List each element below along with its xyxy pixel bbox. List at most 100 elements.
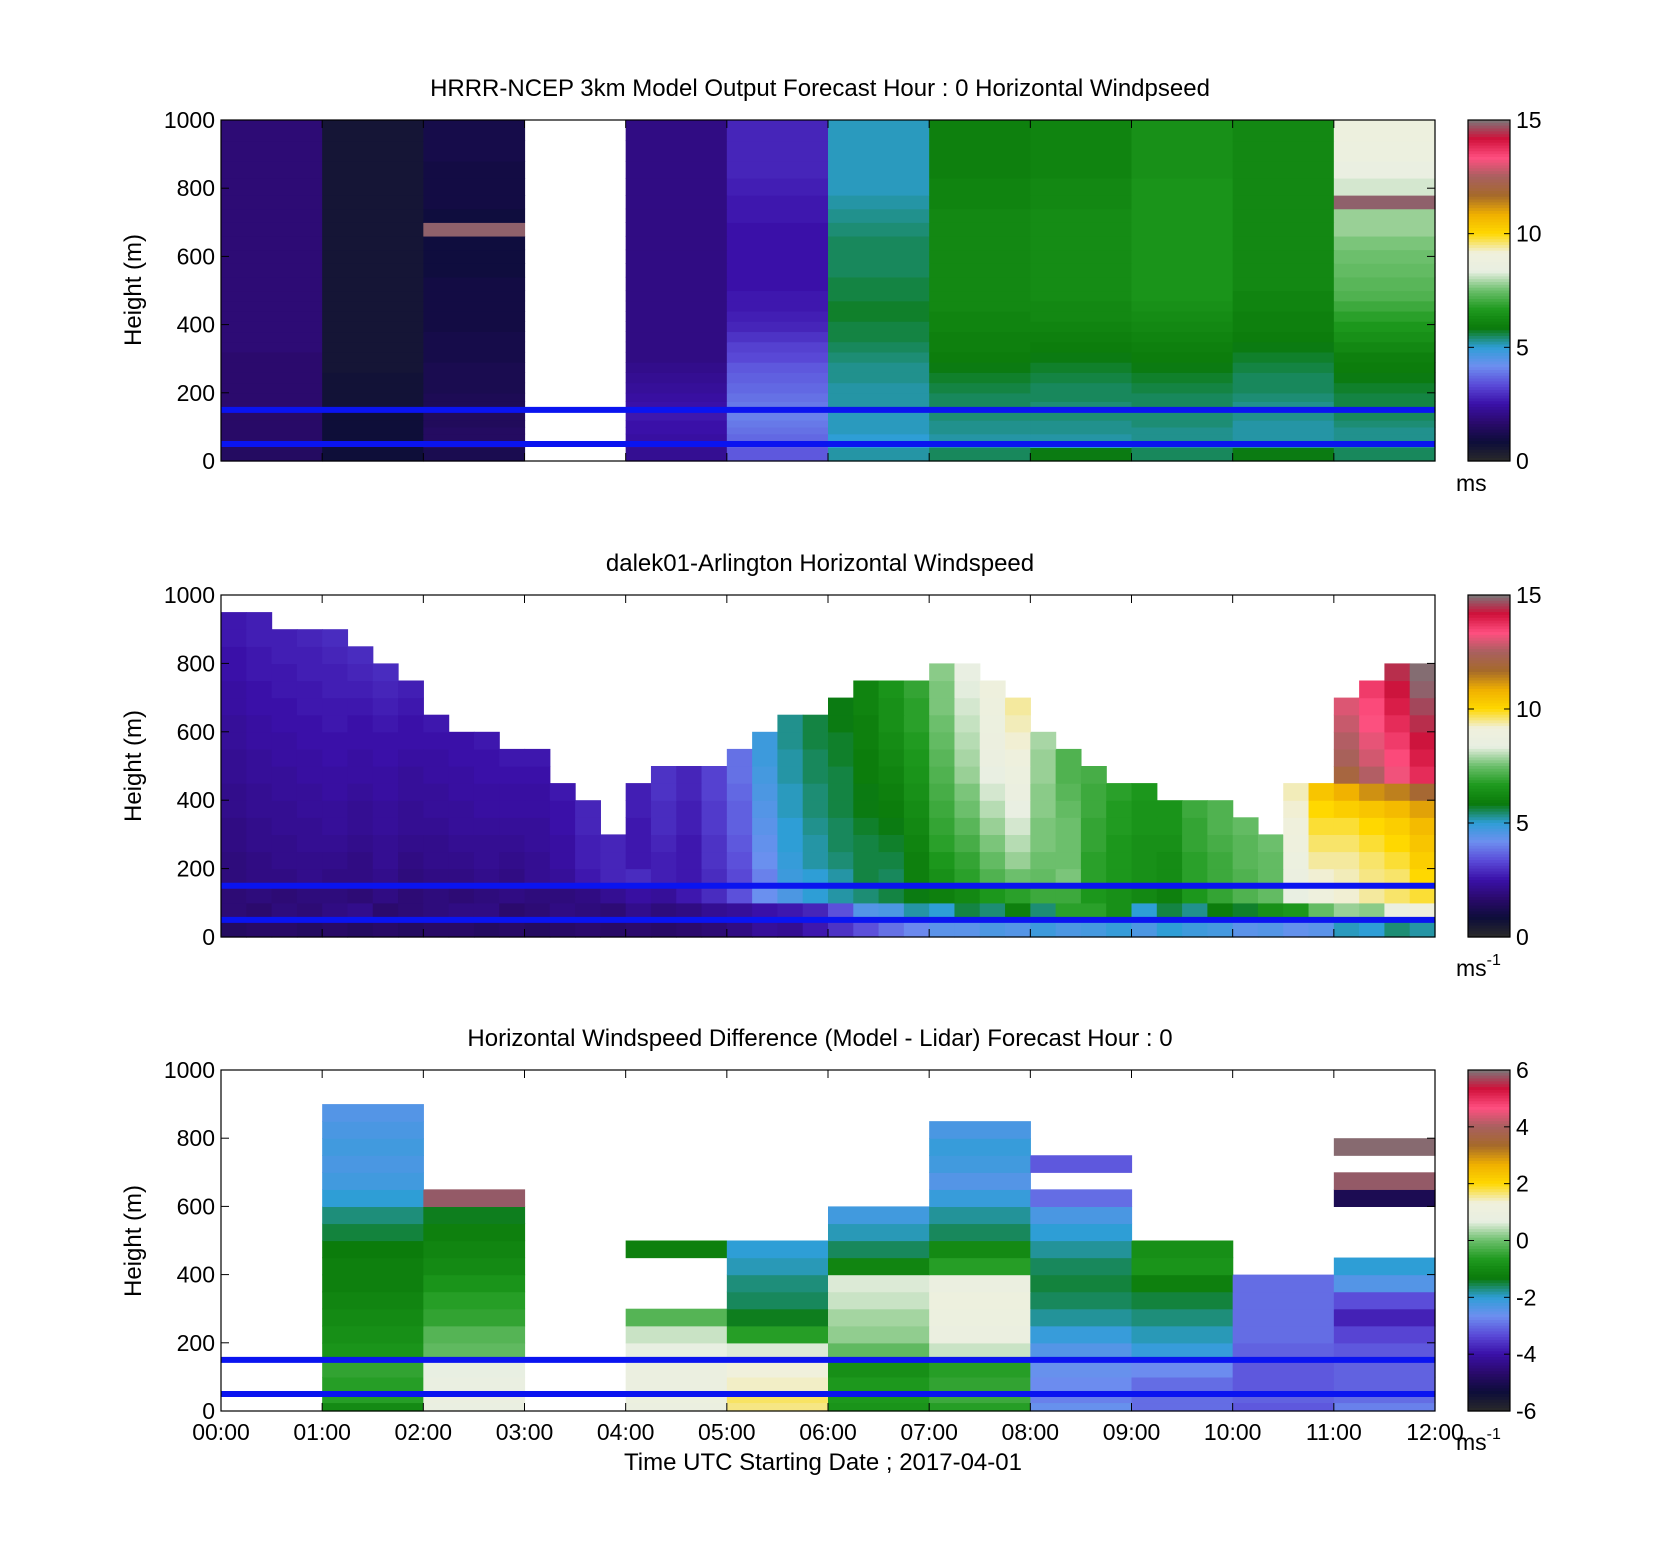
heatmap-cell — [650, 851, 677, 870]
colorbar-segment — [1468, 321, 1510, 326]
heatmap-cell — [903, 902, 930, 921]
colorbar-segment — [1468, 287, 1510, 292]
colorbar-segment — [1468, 1376, 1510, 1381]
heatmap-cell — [296, 663, 323, 682]
heatmap-cell — [1333, 766, 1360, 784]
heatmap-cell — [929, 748, 956, 767]
heatmap-cell — [929, 714, 956, 733]
colorbar-segment — [1468, 355, 1510, 360]
colorbar-segment — [1468, 276, 1510, 280]
heatmap-cell — [423, 351, 526, 363]
heatmap-cell — [1030, 276, 1133, 292]
heatmap-cell — [473, 783, 500, 801]
colorbar-segment — [1468, 709, 1510, 713]
heatmap-cell — [549, 868, 576, 887]
colorbar-segment — [1468, 162, 1510, 167]
heatmap-cell — [1283, 817, 1310, 835]
heatmap-cell — [398, 680, 424, 699]
heatmap-cell — [726, 222, 829, 237]
heatmap-cell — [954, 868, 981, 887]
heatmap-cell — [979, 680, 1006, 699]
heatmap-cell — [423, 409, 526, 421]
colorbar-segment — [1468, 1237, 1510, 1242]
heatmap-cell — [221, 420, 323, 428]
heatmap-cell — [1232, 362, 1335, 373]
heatmap-cell — [473, 748, 500, 767]
heatmap-cell — [221, 409, 323, 421]
heatmap-cell — [929, 1172, 1031, 1190]
heatmap-cell — [625, 834, 652, 853]
heatmap-cell — [271, 748, 298, 767]
heatmap-cell — [878, 766, 905, 784]
heatmap-cell — [322, 885, 349, 904]
heatmap-cell — [221, 401, 323, 411]
heatmap-cell — [1030, 1325, 1133, 1344]
heatmap-cell — [448, 885, 475, 904]
colorbar-segment — [1468, 803, 1510, 807]
heatmap-cell — [423, 433, 526, 442]
heatmap-cell — [802, 766, 829, 784]
heatmap-cell — [1055, 766, 1082, 784]
heatmap-cell — [1005, 851, 1031, 870]
heatmap-cell — [903, 731, 930, 750]
colorbar-segment — [1468, 316, 1510, 320]
heatmap-cell — [878, 885, 905, 904]
y-tick-label: 600 — [177, 719, 215, 745]
heatmap-cell — [1005, 697, 1031, 716]
colorbar-segment — [1468, 208, 1510, 212]
heatmap-cell — [1359, 800, 1386, 818]
colorbar-segment — [1468, 1362, 1510, 1367]
heatmap-cell — [726, 447, 829, 462]
heatmap-cell — [1131, 341, 1234, 353]
heatmap-cell — [929, 1291, 1031, 1310]
heatmap-cell — [1359, 714, 1386, 733]
colorbar-segment — [1468, 1214, 1510, 1219]
heatmap-cell — [929, 235, 1031, 251]
colorbar-segment — [1468, 449, 1510, 454]
heatmap-cell — [878, 697, 905, 716]
heatmap-cell — [828, 409, 930, 421]
heatmap-cell — [828, 731, 854, 750]
heatmap-cell — [423, 420, 526, 428]
heatmap-cell — [1333, 834, 1360, 853]
heatmap-cell — [1005, 731, 1031, 750]
heatmap-cell — [929, 1206, 1031, 1225]
colorbar-segment — [1468, 230, 1510, 235]
heatmap-cell — [828, 208, 930, 223]
heatmap-cell — [625, 409, 728, 421]
heatmap-cell — [1232, 885, 1259, 904]
heatmap-cell — [1232, 235, 1335, 251]
heatmap-cell — [903, 851, 930, 870]
heatmap-cell — [878, 714, 905, 733]
heatmap-cell — [347, 919, 374, 938]
colorbar-segment — [1468, 1388, 1510, 1392]
heatmap-cell — [347, 902, 374, 921]
heatmap-cell — [929, 222, 1031, 237]
colorbar-segment — [1468, 350, 1510, 354]
heatmap-cell — [929, 140, 1031, 162]
colorbar-segment — [1468, 808, 1510, 813]
lidar-panel-title: dalek01-Arlington Horizontal Windspeed — [606, 550, 1034, 577]
heatmap-cell — [929, 800, 956, 818]
heatmap-cell — [524, 817, 551, 835]
heatmap-cell — [322, 1240, 424, 1259]
heatmap-cell — [828, 249, 930, 264]
heatmap-cell — [372, 766, 399, 784]
heatmap-cell — [929, 1376, 1031, 1395]
heatmap-cell — [979, 766, 1006, 784]
heatmap-cell — [473, 800, 500, 818]
heatmap-cell — [1131, 290, 1234, 302]
heatmap-cell — [1030, 817, 1057, 835]
heatmap-cell — [726, 783, 753, 801]
x-tick-label: 12:00 — [1406, 1419, 1464, 1445]
heatmap-cell — [1030, 1376, 1133, 1395]
colorbar-segment — [1468, 842, 1510, 847]
heatmap-cell — [271, 834, 298, 853]
heatmap-cell — [1359, 919, 1386, 938]
heatmap-cell — [448, 919, 475, 938]
heatmap-cell — [752, 902, 779, 921]
lidar-colorbar-unit: ms — [1456, 955, 1487, 981]
heatmap-cell — [625, 447, 728, 462]
heatmap-cell — [726, 290, 829, 302]
heatmap-cell — [1283, 902, 1310, 921]
